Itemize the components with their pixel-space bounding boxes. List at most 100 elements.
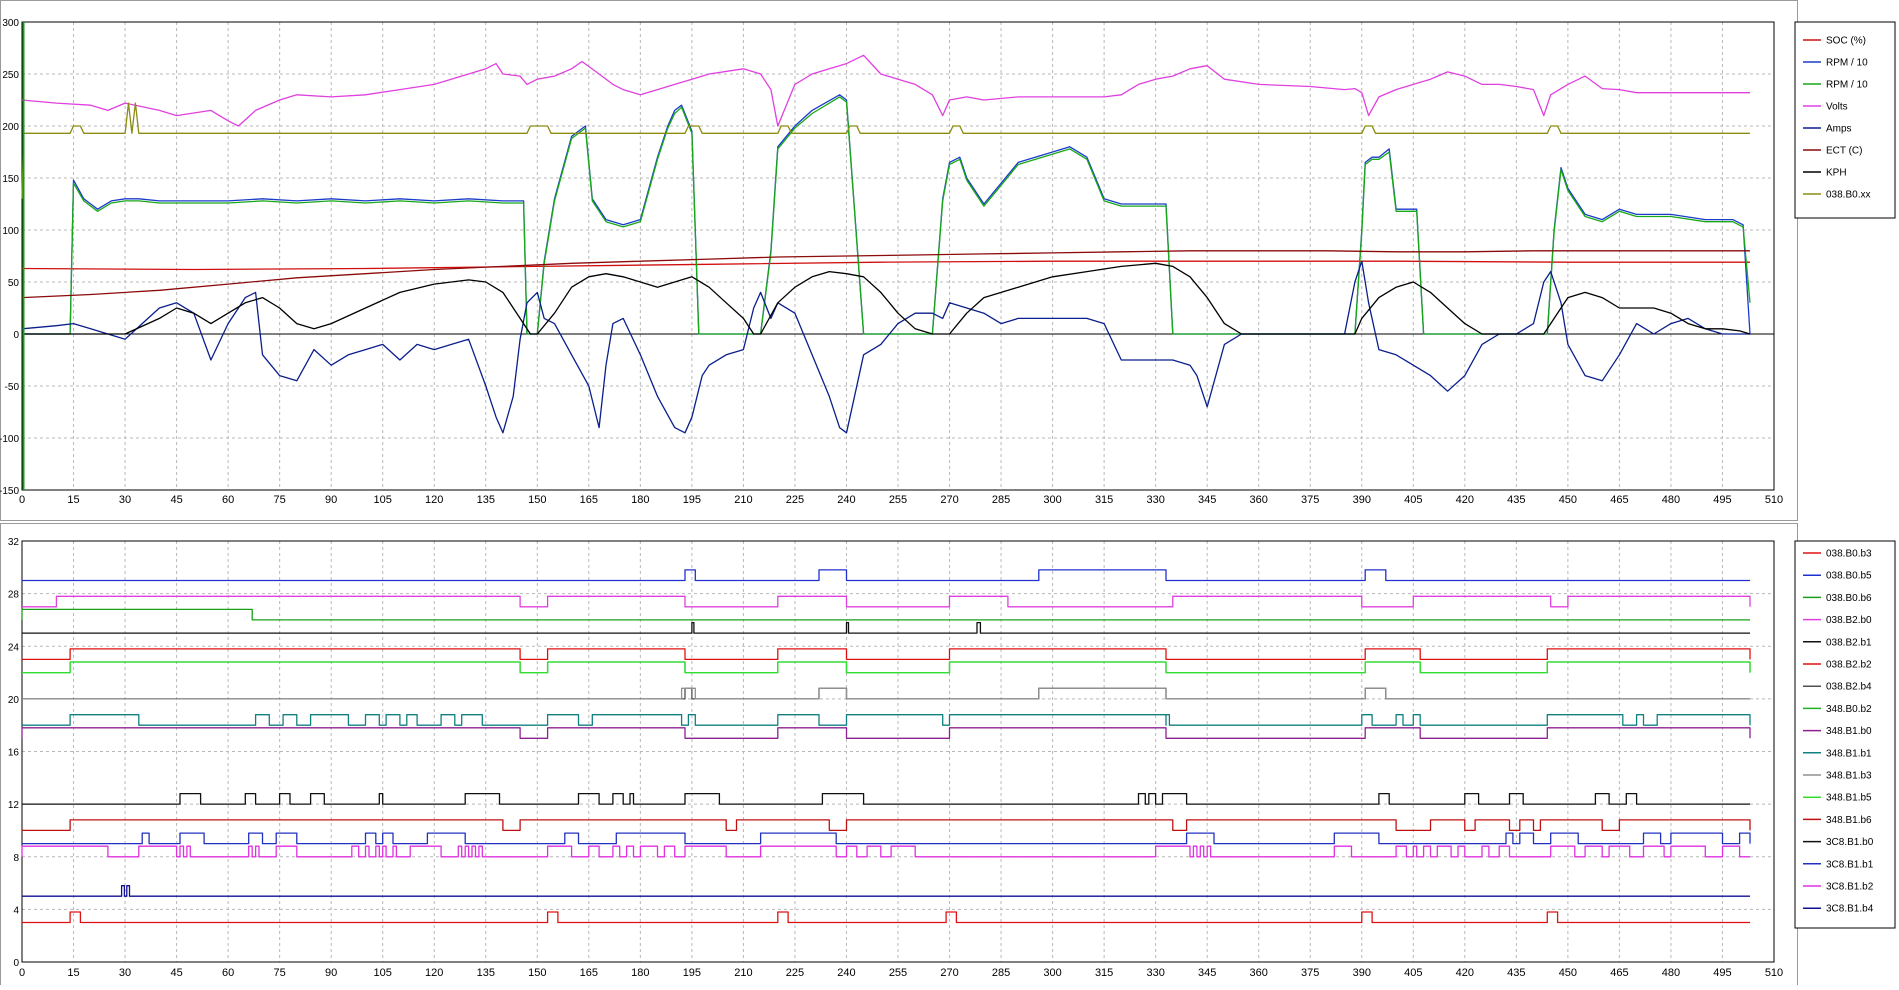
upper-chart-series-amps-4 — [21, 260, 1750, 434]
lower-chart-y-tick-label: 8 — [13, 853, 19, 864]
upper-chart-x-tick-label: 240 — [837, 494, 855, 506]
lower-chart-x-tick-label: 255 — [889, 967, 907, 979]
upper-chart-x-tick-label: 90 — [325, 494, 337, 506]
legend-entry-label: RPM / 10 — [1826, 80, 1868, 91]
lower-chart-legend: 038.B0.b3 038.B0.b5 038.B0.b6 038.B2.b0 038.… — [1794, 540, 1896, 929]
upper-chart-x-tick-label: 510 — [1765, 494, 1783, 506]
upper-chart-x-tick-label: 495 — [1713, 494, 1731, 506]
upper-chart-x-tick-label: 300 — [1043, 494, 1061, 506]
lower-chart-x-tick-label: 225 — [786, 967, 804, 979]
lower-chart-x-tick-label: 45 — [170, 967, 182, 979]
legend-entry-label: 348.B1.b5 — [1826, 793, 1872, 804]
lower-chart-y-tick-label: 24 — [8, 642, 20, 653]
upper-chart-x-tick-label: 180 — [631, 494, 649, 506]
lower-chart-x-tick-label: 315 — [1095, 967, 1113, 979]
legend-entry-label: 3C8.B1.b2 — [1826, 882, 1874, 893]
legend-entry-label: RPM / 10 — [1826, 58, 1868, 69]
lower-chart-series-348-b1-b5-11 — [22, 661, 1751, 674]
lower-chart-x-tick-label: 465 — [1610, 967, 1628, 979]
upper-chart-x-tick-label: 390 — [1353, 494, 1371, 506]
upper-chart-y-tick-label: 0 — [13, 330, 19, 341]
upper-chart-series-volts-3 — [21, 54, 1750, 127]
upper-chart-y-tick-label: -50 — [5, 382, 20, 393]
lower-chart-y-tick-label: 32 — [8, 537, 20, 548]
lower-chart-series-038-b2-b0-3 — [22, 595, 1751, 608]
upper-chart-series-soc--0 — [21, 260, 1750, 271]
lower-chart-x-tick-label: 75 — [274, 967, 286, 979]
upper-chart-x-tick-label: 270 — [940, 494, 958, 506]
legend-entry-label: SOC (%) — [1826, 36, 1866, 47]
lower-chart-x-tick-label: 270 — [940, 967, 958, 979]
lower-chart-series-038-b0-b6-2 — [21, 608, 1750, 621]
upper-chart-x-tick-label: 195 — [683, 494, 701, 506]
upper-chart-legend: SOC (%) RPM / 10 RPM / 10 Volts Amps ECT (C) K… — [1794, 21, 1896, 219]
lower-chart-plot-area — [21, 540, 1775, 963]
lower-chart-series-038-b0-b5-1 — [22, 569, 1750, 582]
upper-chart-series-038-b0-xx-7 — [21, 102, 1750, 199]
upper-chart-x-tick-label: 0 — [19, 494, 25, 506]
lower-chart-y-tick-label: 16 — [8, 748, 20, 759]
lower-chart-y-tick-label: 20 — [8, 695, 20, 706]
upper-chart: 0 15 30 45 60 75 90 105 120 135 150 165 180 195 210 225… — [0, 0, 1896, 521]
legend-entry-label: 348.B1.b6 — [1826, 815, 1872, 826]
legend-entry-label: 038.B2.b1 — [1826, 637, 1872, 648]
lower-chart-x-tick-label: 30 — [119, 967, 131, 979]
legend-entry-label: KPH — [1826, 168, 1847, 179]
lower-chart-x-tick-label: 285 — [992, 967, 1010, 979]
upper-chart-y-tick-label: 300 — [2, 18, 19, 29]
lower-chart-x-tick-label: 360 — [1250, 967, 1268, 979]
upper-chart-x-tick-label: 405 — [1404, 494, 1422, 506]
legend-entry-label: 348.B1.b0 — [1826, 726, 1872, 737]
lower-chart-x-tick-label: 390 — [1353, 967, 1371, 979]
legend-entry-label: 038.B2.b2 — [1826, 660, 1872, 671]
legend-entry-label: 348.B1.b1 — [1826, 748, 1872, 759]
upper-chart-x-tick-label: 345 — [1198, 494, 1216, 506]
upper-chart-x-tick-label: 315 — [1095, 494, 1113, 506]
legend-entry-label: 038.B0.b6 — [1826, 593, 1872, 604]
lower-chart-x-tick-label: 240 — [837, 967, 855, 979]
upper-chart-x-tick-label: 450 — [1559, 494, 1577, 506]
lower-chart-x-tick-label: 90 — [325, 967, 337, 979]
upper-chart-x-tick-label: 360 — [1250, 494, 1268, 506]
lower-chart-x-tick-label: 15 — [67, 967, 79, 979]
lower-chart-x-tick-label: 180 — [631, 967, 649, 979]
lower-chart-x-tick-label: 0 — [19, 967, 25, 979]
upper-chart-y-tick-label: 250 — [2, 70, 19, 81]
upper-chart-x-tick-label: 210 — [734, 494, 752, 506]
lower-chart-series-348-b1-b1-9 — [22, 714, 1751, 726]
legend-entry-label: 348.B0.b2 — [1826, 704, 1872, 715]
upper-chart-plot-area — [21, 21, 1775, 491]
lower-chart-series-348-b1-b6-12 — [22, 819, 1751, 832]
upper-chart-x-tick-label: 375 — [1301, 494, 1319, 506]
upper-chart-y-tick-label: 50 — [8, 278, 20, 289]
lower-chart-x-tick-label: 420 — [1456, 967, 1474, 979]
lower-chart-x-tick-label: 150 — [528, 967, 546, 979]
upper-chart-x-tick-label: 30 — [119, 494, 131, 506]
lower-chart-x-tick-label: 195 — [683, 967, 701, 979]
lower-chart-x-tick-label: 135 — [477, 967, 495, 979]
upper-chart-x-tick-label: 225 — [786, 494, 804, 506]
upper-chart-y-tick-label: -100 — [0, 434, 19, 445]
upper-chart-x-tick-label: 165 — [580, 494, 598, 506]
lower-chart-x-tick-label: 495 — [1713, 967, 1731, 979]
upper-chart-x-tick-label: 420 — [1456, 494, 1474, 506]
lower-chart-x-tick-label: 435 — [1507, 967, 1525, 979]
upper-chart-series-kph-6 — [22, 262, 1751, 335]
lower-chart-x-tick-label: 60 — [222, 967, 234, 979]
lower-chart-series-348-b1-b0-8 — [21, 727, 1751, 739]
legend-entry-label: Volts — [1826, 102, 1848, 113]
lower-chart-x-tick-label: 345 — [1198, 967, 1216, 979]
upper-chart-x-tick-label: 60 — [222, 494, 234, 506]
upper-chart-x-tick-label: 330 — [1146, 494, 1164, 506]
upper-chart-x-tick-label: 75 — [274, 494, 286, 506]
upper-chart-x-tick-label: 150 — [528, 494, 546, 506]
upper-chart-x-tick-label: 465 — [1610, 494, 1628, 506]
upper-chart-x-tick-label: 105 — [374, 494, 392, 506]
lower-chart-x-tick-label: 480 — [1662, 967, 1680, 979]
lower-chart-series-3c8-b1-b2-15 — [21, 845, 1750, 858]
legend-entry-label: 3C8.B1.b4 — [1826, 904, 1874, 915]
lower-chart-x-tick-label: 405 — [1404, 967, 1422, 979]
legend-entry-label: 038.B0.b5 — [1826, 571, 1872, 582]
